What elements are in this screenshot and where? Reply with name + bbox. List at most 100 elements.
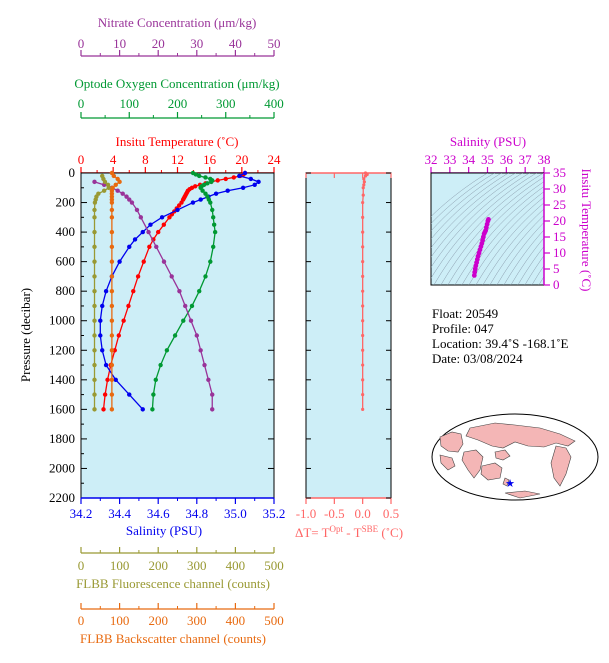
fluorescence-data-point bbox=[92, 333, 97, 338]
fluorescence-data-point bbox=[92, 348, 97, 353]
salinity-data-point bbox=[103, 288, 109, 294]
temperature-tick-label: 8 bbox=[142, 152, 149, 167]
nitrate-tick-label: 0 bbox=[78, 36, 85, 51]
salinity-data-point bbox=[148, 222, 153, 227]
temperature-data-point bbox=[215, 178, 220, 183]
backscatter-data-point bbox=[109, 244, 115, 250]
main-series-layer bbox=[92, 170, 261, 412]
delta_t-data-point bbox=[361, 215, 365, 219]
backscatter-tick-label: 100 bbox=[110, 613, 130, 628]
ts-temperature-tick-label: 30 bbox=[553, 181, 566, 196]
nitrate-data-point bbox=[92, 179, 97, 185]
backscatter-data-point bbox=[109, 333, 115, 338]
salinity-data-point bbox=[213, 191, 219, 196]
isopycnal-line bbox=[496, 222, 544, 285]
nitrate-tick-label: 20 bbox=[152, 36, 165, 51]
isopycnal-line bbox=[454, 186, 544, 285]
nitrate-data-point bbox=[115, 188, 120, 193]
fluorescence-data-point bbox=[92, 407, 97, 412]
salinity-data-point bbox=[252, 182, 257, 188]
oxygen-axis-title: Optode Oxygen Concentration (μm/kg) bbox=[74, 76, 279, 91]
salinity-data-point bbox=[242, 170, 248, 176]
ts-salinity-tick-label: 38 bbox=[538, 152, 551, 167]
location: Location: 39.4˚S -168.1˚E bbox=[432, 336, 569, 351]
pressure-tick-label: 1400 bbox=[49, 372, 75, 387]
pressure-tick-label: 200 bbox=[56, 195, 76, 210]
temperature-tick-label: 4 bbox=[110, 152, 117, 167]
backscatter-data-point bbox=[109, 229, 115, 235]
nitrate-data-point bbox=[161, 259, 167, 264]
backscatter-data-point bbox=[109, 407, 115, 412]
fluorescence-tick-label: 500 bbox=[264, 558, 284, 573]
oxygen-data-point bbox=[189, 303, 195, 309]
temperature-data-point bbox=[105, 377, 110, 383]
delta_t-data-point bbox=[361, 186, 365, 190]
salinity-data-point bbox=[248, 176, 254, 182]
backscatter-tick-label: 500 bbox=[264, 613, 284, 628]
salinity-data-point bbox=[100, 348, 105, 353]
salinity-data-point bbox=[140, 229, 145, 235]
nitrate-data-point bbox=[138, 215, 144, 220]
oxygen-data-point bbox=[208, 200, 213, 205]
oxygen-data-point bbox=[150, 407, 155, 412]
fluorescence-data-point bbox=[92, 229, 97, 235]
backscatter-data-point bbox=[109, 288, 115, 294]
nitrate-data-point bbox=[202, 362, 207, 368]
oxygen-data-point bbox=[209, 179, 214, 185]
nitrate-data-point bbox=[120, 191, 125, 196]
nitrate-tick-label: 30 bbox=[190, 36, 203, 51]
temperature-data-point bbox=[156, 229, 161, 235]
ts-temperature-tick-label: 25 bbox=[553, 197, 566, 212]
temperature-data-point bbox=[141, 259, 146, 264]
oxygen-tick-label: 300 bbox=[216, 96, 236, 111]
delta_t-data-point bbox=[361, 260, 365, 264]
delta_t-data-point bbox=[361, 363, 365, 367]
backscatter-data-point bbox=[109, 215, 115, 220]
delta-t-tick-label: -0.5 bbox=[324, 506, 345, 521]
delta_t-data-point bbox=[361, 274, 365, 279]
oxygen-data-point bbox=[211, 215, 216, 220]
delta-t-plot-area bbox=[305, 172, 392, 499]
ts-temperature-tick-label: 10 bbox=[553, 245, 566, 260]
salinity-axis: 34.2 34.4 34.6 34.8 35.0 35.2 Salinity (PSU) bbox=[70, 497, 286, 538]
fluorescence-axis-title: FLBB Fluorescence channel (counts) bbox=[76, 576, 270, 591]
temperature-data-point bbox=[176, 203, 182, 208]
ts-diagram: Salinity (PSU) 32 33 34 35 36 37 38 0510152025… bbox=[425, 134, 595, 292]
temperature-data-point bbox=[135, 274, 141, 279]
temperature-tick-label: 20 bbox=[235, 152, 248, 167]
delta_t-data-point bbox=[361, 230, 365, 234]
fluorescence-data-point bbox=[92, 259, 97, 264]
fluorescence-data-point bbox=[92, 200, 98, 205]
salinity-tick-label: 35.2 bbox=[263, 506, 286, 521]
nitrate-data-point bbox=[188, 318, 194, 323]
isopycnal-line bbox=[524, 255, 544, 285]
nitrate-data-point bbox=[127, 197, 132, 202]
isopycnal-line bbox=[431, 173, 510, 240]
delta_t-data-point bbox=[363, 174, 368, 178]
salinity-tick-label: 34.6 bbox=[147, 506, 170, 521]
fluorescence-data-point bbox=[92, 274, 97, 279]
oxygen-data-point bbox=[211, 244, 216, 250]
delta-t-tick-label: 0.5 bbox=[383, 506, 399, 521]
isopycnal-line bbox=[447, 181, 544, 285]
oxygen-data-point bbox=[197, 173, 202, 179]
date: Date: 03/08/2024 bbox=[432, 351, 523, 366]
isopycnal-line bbox=[538, 276, 544, 285]
backscatter-data-point bbox=[109, 362, 115, 368]
ts-temperature-tick-label: 15 bbox=[553, 229, 566, 244]
ts-temperature-tick-label: 35 bbox=[553, 165, 566, 180]
temperature-data-point bbox=[102, 392, 108, 397]
oxygen-data-point bbox=[193, 172, 199, 177]
oxygen-data-point bbox=[151, 392, 156, 397]
delta_t-data-point bbox=[361, 407, 365, 411]
pressure-tick-label: 0 bbox=[69, 165, 76, 180]
delta_t-data-point bbox=[362, 180, 366, 184]
ts-salinity-axis-title: Salinity (PSU) bbox=[450, 134, 526, 149]
oxygen-data-point bbox=[208, 259, 213, 264]
temperature-data-point bbox=[147, 244, 152, 250]
oxygen-data-point bbox=[164, 348, 170, 353]
nitrate-data-point bbox=[198, 348, 203, 353]
isopycnal-line bbox=[489, 215, 544, 285]
ts-salinity-tick-label: 36 bbox=[500, 152, 514, 167]
